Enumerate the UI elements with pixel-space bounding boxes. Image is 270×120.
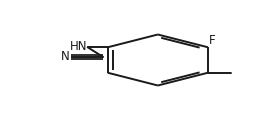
- Text: N: N: [61, 51, 69, 63]
- Text: F: F: [208, 34, 215, 47]
- Text: HN: HN: [70, 40, 87, 53]
